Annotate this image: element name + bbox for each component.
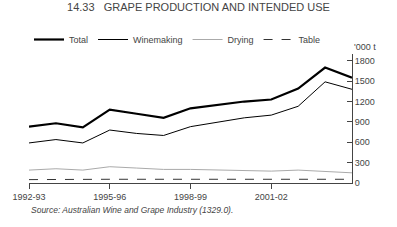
svg-text:600: 600 [355,137,370,147]
svg-text:Winemaking: Winemaking [133,35,183,45]
svg-text:1200: 1200 [355,97,375,107]
svg-text:Drying: Drying [228,35,254,45]
svg-text:1995-96: 1995-96 [93,192,126,202]
svg-text:1992-93: 1992-93 [12,192,45,202]
svg-text:1998-99: 1998-99 [174,192,207,202]
svg-text:14.33 GRAPE PRODUCTION AND I: 14.33 GRAPE PRODUCTION AND INTENDED USE [67,1,330,13]
svg-text:1800: 1800 [355,56,375,66]
svg-text:2001-02: 2001-02 [255,192,288,202]
svg-text:'000 t: '000 t [354,42,376,52]
svg-text:1500: 1500 [355,76,375,86]
svg-text:Table: Table [299,35,321,45]
svg-text:Total: Total [69,35,88,45]
svg-text:900: 900 [355,117,370,127]
svg-text:300: 300 [355,158,370,168]
svg-text:Source: Australian Wine and Gr: Source: Australian Wine and Grape Indust… [31,205,233,215]
svg-text:0: 0 [355,178,360,188]
